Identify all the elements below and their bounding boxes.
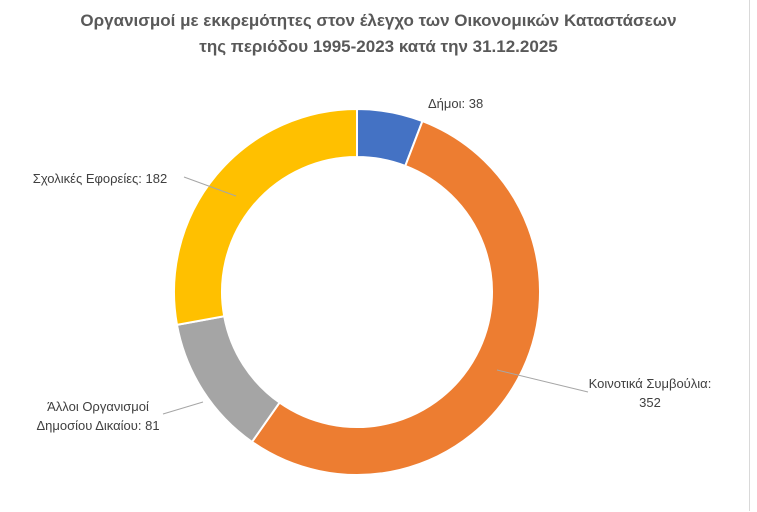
chart-title-line-2: της περιόδου 1995-2023 κατά την 31.12.20…: [199, 37, 558, 56]
data-label: Άλλοι Οργανισμοί Δημοσίου Δικαίου: 81: [36, 399, 159, 433]
data-label-line: Δημοσίου Δικαίου: 81: [36, 418, 159, 433]
data-label-line: Άλλοι Οργανισμοί: [47, 399, 149, 414]
slices-layer: [173, 107, 541, 476]
slice-σχολικές-εφορείες: [173, 107, 358, 327]
chart-title: Οργανισμοί με εκκρεμότητες στον έλεγχο τ…: [0, 8, 757, 60]
data-label-line: Σχολικές Εφορείες: 182: [33, 171, 167, 186]
data-label-line: Δήμοι: 38: [428, 96, 483, 111]
data-label: Κοινοτικά Συμβούλια: 352: [589, 376, 712, 410]
chart-title-line-1: Οργανισμοί με εκκρεμότητες στον έλεγχο τ…: [80, 11, 677, 30]
leader-line: [162, 401, 204, 415]
leader-line: [496, 369, 589, 393]
labels-layer: Δήμοι: 38 Κοινοτικά Συμβούλια: 352 Άλλοι Ορ…: [33, 96, 712, 433]
data-label-line: 352: [639, 395, 661, 410]
leader-line: [183, 176, 237, 197]
data-label-line: Κοινοτικά Συμβούλια:: [589, 376, 712, 391]
data-label: Σχολικές Εφορείες: 182: [33, 171, 167, 186]
leader-lines-layer: [162, 176, 589, 415]
data-label: Δήμοι: 38: [428, 96, 483, 111]
slice-άλλοι-οργανισμοί-δημοσίου-δικαίου: [175, 315, 281, 444]
slice-κοινοτικά-συμβούλια: [250, 119, 541, 476]
